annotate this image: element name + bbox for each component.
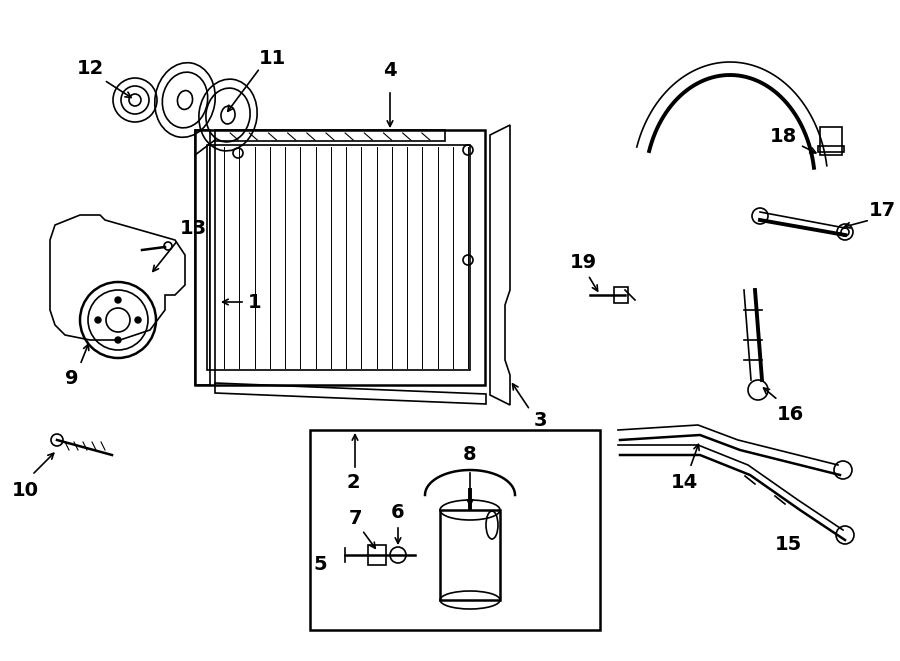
Bar: [614, 287, 628, 303]
Text: 3: 3: [533, 410, 547, 430]
Text: 18: 18: [770, 128, 796, 147]
Bar: [310, 430, 600, 630]
Circle shape: [95, 317, 101, 323]
Bar: [818, 146, 844, 152]
Text: 17: 17: [868, 200, 896, 219]
Text: 6: 6: [392, 502, 405, 522]
Circle shape: [115, 337, 121, 343]
Text: 15: 15: [774, 535, 802, 555]
Text: 9: 9: [65, 368, 79, 387]
Bar: [368, 545, 386, 565]
Text: 14: 14: [670, 473, 698, 492]
Text: 16: 16: [777, 405, 804, 424]
Text: 7: 7: [348, 508, 362, 527]
Text: 11: 11: [258, 48, 285, 67]
Bar: [820, 127, 842, 155]
Circle shape: [135, 317, 141, 323]
Text: 19: 19: [570, 254, 597, 272]
Text: 4: 4: [383, 61, 397, 79]
Text: 5: 5: [313, 555, 327, 574]
Text: 8: 8: [464, 446, 477, 465]
Text: 12: 12: [76, 59, 104, 77]
Circle shape: [115, 297, 121, 303]
Text: 2: 2: [346, 473, 360, 492]
Text: 1: 1: [248, 293, 262, 311]
Text: 10: 10: [12, 481, 39, 500]
Text: 13: 13: [179, 219, 207, 237]
